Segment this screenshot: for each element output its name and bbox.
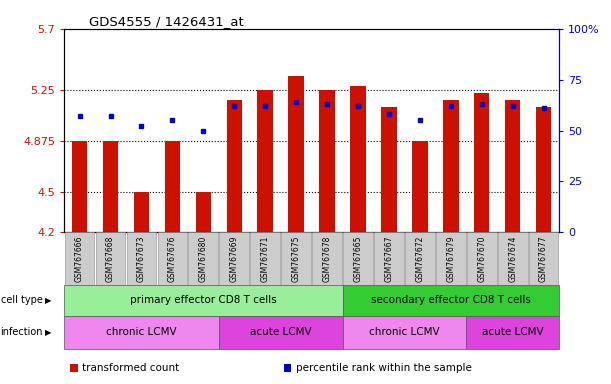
Bar <box>412 141 428 232</box>
Text: GSM767679: GSM767679 <box>446 235 455 282</box>
Text: GSM767680: GSM767680 <box>199 235 208 282</box>
Text: percentile rank within the sample: percentile rank within the sample <box>296 363 472 373</box>
Bar <box>103 141 119 232</box>
Text: ▶: ▶ <box>45 296 51 305</box>
Text: GSM767672: GSM767672 <box>415 235 425 282</box>
Text: GSM767668: GSM767668 <box>106 235 115 282</box>
Text: primary effector CD8 T cells: primary effector CD8 T cells <box>130 295 277 305</box>
Bar <box>257 90 273 232</box>
Text: GSM767673: GSM767673 <box>137 235 146 282</box>
Bar <box>536 107 551 232</box>
Bar <box>443 100 458 232</box>
Bar <box>196 192 211 232</box>
Text: GSM767671: GSM767671 <box>261 235 269 282</box>
Text: GSM767674: GSM767674 <box>508 235 517 282</box>
Text: GSM767667: GSM767667 <box>384 235 393 282</box>
Bar <box>72 141 87 232</box>
Text: infection: infection <box>1 327 43 337</box>
Text: acute LCMV: acute LCMV <box>250 327 312 337</box>
Text: cell type: cell type <box>1 295 43 305</box>
Text: GDS4555 / 1426431_at: GDS4555 / 1426431_at <box>89 15 244 28</box>
Text: GSM767665: GSM767665 <box>354 235 362 282</box>
Text: acute LCMV: acute LCMV <box>482 327 543 337</box>
Bar <box>134 192 149 232</box>
Text: ▶: ▶ <box>45 328 51 337</box>
Text: GSM767678: GSM767678 <box>323 235 332 282</box>
Bar <box>474 93 489 232</box>
Text: GSM767670: GSM767670 <box>477 235 486 282</box>
Bar <box>227 100 242 232</box>
Text: chronic LCMV: chronic LCMV <box>369 327 440 337</box>
Text: GSM767675: GSM767675 <box>291 235 301 282</box>
Text: chronic LCMV: chronic LCMV <box>106 327 177 337</box>
Text: GSM767677: GSM767677 <box>539 235 548 282</box>
Text: secondary effector CD8 T cells: secondary effector CD8 T cells <box>371 295 531 305</box>
Bar <box>165 141 180 232</box>
Bar <box>320 90 335 232</box>
Text: GSM767669: GSM767669 <box>230 235 239 282</box>
Bar <box>381 107 397 232</box>
Text: GSM767676: GSM767676 <box>168 235 177 282</box>
Bar <box>288 76 304 232</box>
Text: GSM767666: GSM767666 <box>75 235 84 282</box>
Text: transformed count: transformed count <box>82 363 180 373</box>
Bar <box>350 86 366 232</box>
Bar <box>505 100 521 232</box>
